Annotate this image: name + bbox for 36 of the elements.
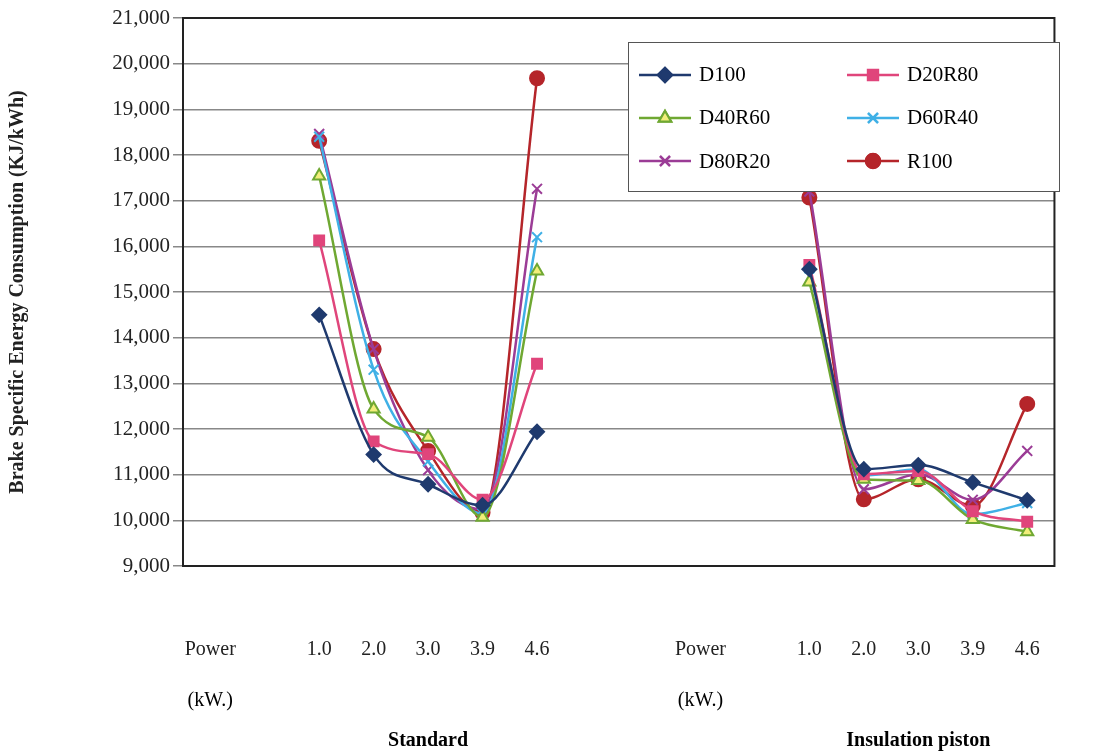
y-tick-label: 12,000 — [112, 415, 170, 440]
text: (kW.) — [187, 688, 233, 711]
y-tick-label: 21,000 — [112, 4, 170, 29]
x-tick-label: 2.0 — [361, 637, 387, 660]
legend-label: D100 — [699, 62, 746, 88]
x-tick-label: Power — [184, 637, 237, 660]
y-tick-label: 14,000 — [112, 324, 170, 349]
y-tick-label: 17,000 — [112, 187, 170, 212]
x-tick-label: 3.0 — [905, 637, 931, 660]
y-tick-label: 18,000 — [112, 141, 170, 166]
x-tick-label: 1.0 — [306, 637, 332, 660]
x-tick-label: 2.0 — [851, 637, 877, 660]
x-tick-label: 4.6 — [524, 637, 550, 660]
legend-label: R100 — [907, 148, 953, 174]
legend-label: D80R20 — [699, 148, 771, 174]
y-tick-label: 9,000 — [122, 552, 170, 577]
y-axis-title: Brake Specific Energy Consumption (KJ/kWh) — [5, 90, 29, 494]
x-tick-label: 3.0 — [415, 637, 441, 660]
legend-label: D20R80 — [907, 62, 979, 88]
legend-label: D40R60 — [699, 105, 771, 131]
x-tick-label: 3.9 — [470, 637, 496, 660]
y-tick-label: 10,000 — [112, 506, 170, 531]
y-tick-label: 19,000 — [112, 95, 170, 120]
y-tick-label: 11,000 — [113, 461, 170, 486]
x-tick-label: 4.6 — [1014, 637, 1040, 660]
y-tick-label: 13,000 — [112, 369, 170, 394]
text: Insulation piston — [846, 728, 991, 751]
y-tick-label: 15,000 — [112, 278, 170, 303]
legend-label: D60R40 — [907, 105, 979, 131]
x-tick-label: 3.9 — [960, 637, 986, 660]
y-tick-label: 20,000 — [112, 50, 170, 75]
y-tick-label: 16,000 — [112, 232, 170, 257]
text: Standard — [388, 728, 469, 751]
x-tick-label: Power — [674, 637, 727, 660]
text: (kW.) — [677, 688, 724, 711]
x-tick-label: 1.0 — [796, 637, 822, 660]
